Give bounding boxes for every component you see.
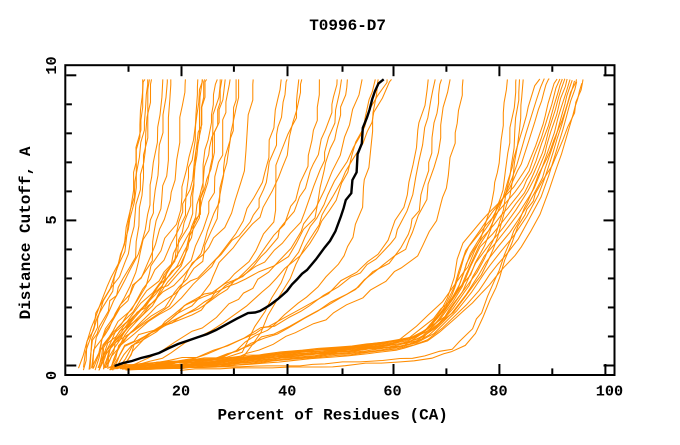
svg-text:20: 20 [172,383,190,401]
svg-text:100: 100 [596,383,623,401]
svg-text:60: 60 [383,383,401,401]
svg-text:5: 5 [43,215,61,224]
svg-text:Distance Cutoff, A: Distance Cutoff, A [17,146,35,319]
svg-text:10: 10 [43,56,61,74]
svg-text:40: 40 [278,383,296,401]
svg-text:0: 0 [60,383,69,401]
svg-text:80: 80 [489,383,507,401]
svg-text:Percent of Residues (CA): Percent of Residues (CA) [217,407,447,425]
svg-text:T0996-D7: T0996-D7 [309,17,386,35]
svg-text:0: 0 [43,371,61,380]
